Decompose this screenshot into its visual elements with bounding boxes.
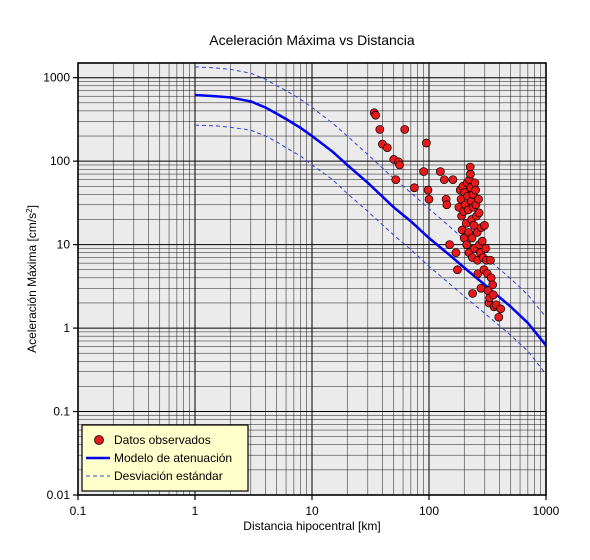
data-point: [476, 283, 486, 293]
y-axis-label-end: ]: [25, 205, 39, 208]
observed-points: [369, 108, 506, 322]
legend-label-std: Desviación estándar: [114, 469, 223, 483]
data-point: [439, 175, 449, 185]
data-point: [494, 312, 504, 322]
x-tick-label: 1: [192, 504, 199, 518]
data-point: [371, 110, 381, 120]
data-point: [466, 169, 475, 179]
data-point: [448, 175, 458, 185]
data-point: [423, 185, 433, 195]
data-point: [422, 138, 431, 148]
data-point: [445, 240, 454, 249]
data-point: [453, 265, 462, 275]
data-point: [489, 290, 498, 300]
y-axis-label-main: Aceleración Máxima [cm/s: [25, 213, 39, 353]
data-point: [382, 143, 392, 153]
legend-marker-icon: [94, 435, 104, 445]
x-axis-ticks: 0.1 1 10 100 1000: [70, 495, 560, 518]
data-point: [488, 280, 498, 290]
legend-label-points: Datos observados: [114, 433, 211, 447]
data-point: [451, 248, 461, 258]
x-tick-label: 100: [419, 504, 439, 518]
data-point: [474, 194, 483, 204]
y-axis-ticks: 0.01 0.1 1 10 100 1000: [43, 71, 78, 502]
x-tick-label: 1000: [533, 504, 560, 518]
y-tick-label: 1: [63, 321, 70, 335]
model-line: [194, 93, 546, 347]
data-point: [375, 125, 385, 134]
data-point: [410, 183, 419, 193]
chart-title: Aceleración Máxima vs Distancia: [209, 32, 415, 48]
data-point: [471, 185, 480, 195]
data-point: [462, 240, 472, 249]
data-point: [400, 125, 410, 134]
data-point: [435, 167, 445, 176]
data-point: [496, 304, 506, 314]
data-point: [424, 194, 434, 204]
data-point: [419, 167, 428, 176]
x-axis-label: Distancia hipocentral [km]: [243, 519, 380, 533]
data-point: [477, 236, 487, 246]
y-tick-label: 10: [57, 238, 71, 252]
y-tick-label: 1000: [43, 71, 70, 85]
x-tick-label: 10: [305, 504, 319, 518]
std-lower-line: [194, 124, 546, 375]
data-point: [442, 200, 452, 210]
x-tick-label: 0.1: [70, 504, 87, 518]
y-tick-label: 100: [50, 154, 70, 168]
data-point: [486, 255, 495, 265]
data-point: [467, 233, 477, 243]
data-point: [395, 160, 404, 170]
legend: Datos observados Modelo de atenuación De…: [81, 424, 249, 492]
data-point: [481, 244, 491, 253]
y-tick-label: 0.01: [47, 488, 71, 502]
data-point: [470, 178, 480, 188]
data-point: [474, 208, 484, 218]
data-point: [468, 289, 477, 298]
y-axis-label: Aceleración Máxima [cm/s2]: [25, 205, 40, 353]
grid-major: [78, 63, 546, 495]
data-point: [486, 273, 496, 283]
legend-label-model: Modelo de atenuación: [114, 451, 232, 465]
y-axis-label-superscript: 2: [25, 208, 34, 213]
data-point: [391, 175, 401, 185]
y-tick-label: 0.1: [53, 405, 70, 419]
data-point: [480, 221, 489, 230]
